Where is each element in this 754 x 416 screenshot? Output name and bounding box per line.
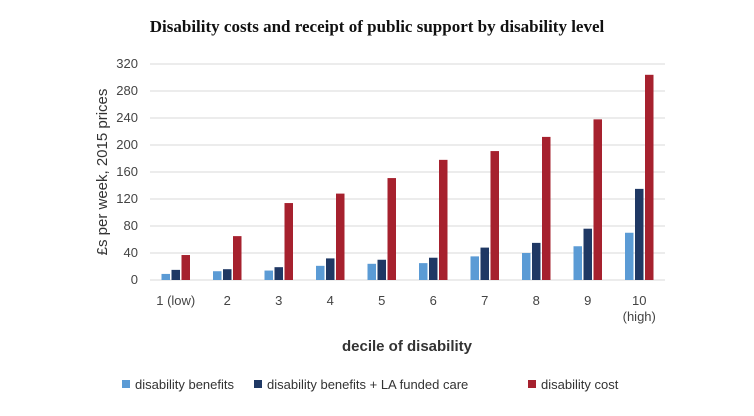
bar-1-6: [419, 263, 428, 280]
bar-1-9: [573, 246, 582, 280]
bar-2-6: [429, 257, 438, 280]
bar-3-1: [181, 255, 190, 280]
x-tick-label: (high): [623, 309, 656, 324]
y-tick-label: 0: [131, 272, 138, 287]
bar-2-5: [377, 259, 386, 280]
bar-2-9: [583, 228, 592, 280]
legend-label: disability benefits + LA funded care: [267, 377, 468, 392]
bars: [161, 74, 654, 280]
bar-1-8: [522, 253, 531, 280]
x-tick-label: 4: [327, 293, 334, 308]
y-tick-label: 40: [124, 245, 138, 260]
y-axis-label: £s per week, 2015 prices: [94, 89, 111, 256]
bar-2-1: [171, 269, 180, 280]
bar-1-2: [213, 271, 222, 280]
y-tick-label: 160: [116, 164, 138, 179]
bar-3-7: [490, 151, 499, 280]
x-tick-label: 8: [533, 293, 540, 308]
bar-1-3: [264, 270, 273, 280]
legend-swatch: [254, 380, 262, 388]
bar-2-4: [326, 258, 335, 280]
bar-3-3: [284, 203, 293, 280]
bar-3-5: [387, 178, 396, 280]
bar-3-8: [542, 136, 551, 280]
bar-1-7: [470, 256, 479, 280]
legend-label: disability cost: [541, 377, 619, 392]
y-tick-label: 280: [116, 83, 138, 98]
bar-3-9: [593, 119, 602, 280]
x-axis-ticks: 1 (low) 2 3 4 5 6 7 8 9 10(high): [156, 293, 656, 324]
x-tick-label: 2: [224, 293, 231, 308]
bar-1-1: [161, 273, 170, 280]
bar-2-7: [480, 247, 489, 280]
x-tick-label: 3: [275, 293, 282, 308]
legend-label: disability benefits: [135, 377, 234, 392]
bar-1-10: [625, 232, 634, 280]
y-tick-label: 80: [124, 218, 138, 233]
legend-swatch: [528, 380, 536, 388]
y-tick-label: 320: [116, 56, 138, 71]
legend: disability benefits disability benefits +…: [122, 377, 619, 392]
y-tick-label: 200: [116, 137, 138, 152]
y-tick-label: 240: [116, 110, 138, 125]
bar-1-5: [367, 263, 376, 280]
bar-2-3: [274, 267, 283, 280]
bar-3-6: [439, 159, 448, 280]
chart-title: Disability costs and receipt of public s…: [150, 17, 605, 36]
bar-3-10: [645, 74, 654, 280]
bar-3-4: [336, 193, 345, 280]
bar-1-4: [316, 265, 325, 280]
bar-2-2: [223, 269, 232, 280]
y-axis-ticks: 0 40 80 120 160 200 240 280 320: [116, 56, 138, 287]
x-tick-label: 7: [481, 293, 488, 308]
x-tick-label: 9: [584, 293, 591, 308]
x-tick-label: 6: [430, 293, 437, 308]
x-tick-label: 10: [632, 293, 646, 308]
bar-2-10: [635, 188, 644, 280]
x-tick-label: 5: [378, 293, 385, 308]
x-tick-label: 1 (low): [156, 293, 195, 308]
y-tick-label: 120: [116, 191, 138, 206]
x-axis-label: decile of disability: [342, 338, 473, 355]
legend-swatch: [122, 380, 130, 388]
bar-3-2: [233, 236, 242, 280]
bar-2-8: [532, 242, 541, 280]
